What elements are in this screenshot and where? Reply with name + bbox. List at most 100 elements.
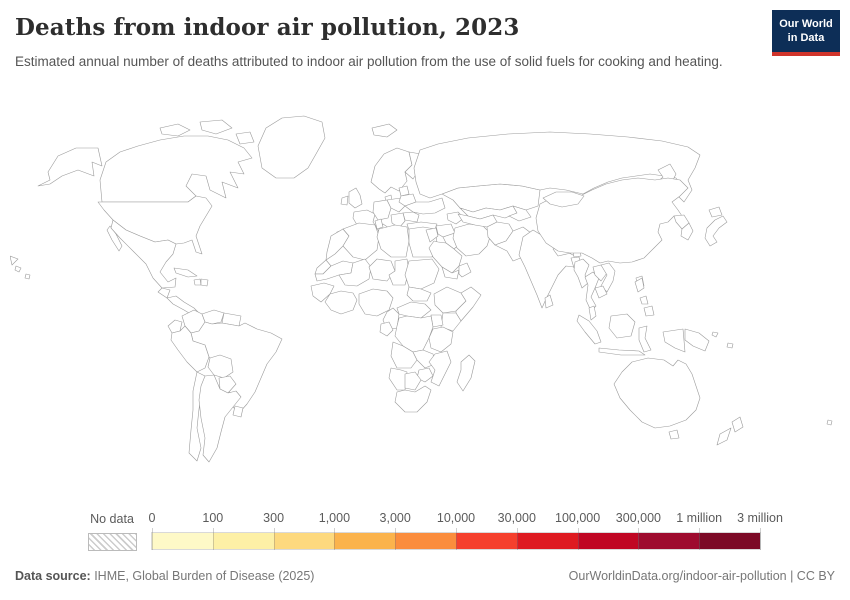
country-mexico[interactable] [110,219,177,289]
legend-tick-label: 1 million [676,511,723,525]
country-canada-arctic2[interactable] [199,119,233,135]
country-russia-chukotka[interactable] [10,255,19,266]
country-dominican-republic[interactable] [200,278,209,287]
country-canada-arctic3[interactable] [235,131,255,145]
country-paraguay[interactable] [218,375,237,394]
country-haiti[interactable] [193,278,202,286]
map-legend: No data 0 100 300 1,000 3,000 10,000 30,000 100… [0,506,850,554]
country-canada-arctic1[interactable] [159,123,191,137]
country-sudan[interactable] [404,258,440,290]
country-canada[interactable] [99,135,253,203]
country-mongolia[interactable] [542,191,585,208]
legend-bin[interactable] [212,533,274,549]
country-china[interactable] [535,177,689,264]
country-mozambique[interactable] [428,350,452,387]
country-solomon-islands[interactable] [726,342,734,349]
legend-bin[interactable] [455,533,517,549]
country-south-africa[interactable] [394,385,432,413]
country-philippines-luzon[interactable] [634,277,645,293]
country-oman[interactable] [458,262,472,278]
country-tanzania[interactable] [428,326,454,353]
country-namibia[interactable] [388,367,408,391]
country-greenland[interactable] [257,115,326,179]
legend-tick-label: 300,000 [615,511,661,525]
country-madagascar[interactable] [456,354,476,392]
legend-bin[interactable] [395,533,456,549]
country-myanmar[interactable] [573,258,590,289]
legend-bin[interactable] [577,533,639,549]
legend-bin[interactable] [273,533,335,549]
country-australia[interactable] [613,357,701,429]
country-central-african-republic[interactable] [396,301,432,319]
country-romania[interactable] [402,211,420,223]
legend-bin[interactable] [516,533,578,549]
legend-color-bar [151,532,761,550]
country-japan-hokkaido[interactable] [708,206,723,218]
country-hawaii[interactable] [14,265,22,273]
country-chad[interactable] [388,258,410,286]
country-botswana[interactable] [404,371,422,391]
country-png-island[interactable] [711,331,719,338]
footer-link[interactable]: OurWorldinData.org/indoor-air-pollution … [568,569,835,583]
country-sri-lanka[interactable] [544,294,554,309]
country-indonesia-sumatra[interactable] [576,314,602,345]
country-uk[interactable] [348,187,363,209]
country-ivorycoast-ghana[interactable] [324,290,358,315]
country-balkans[interactable] [390,212,406,229]
country-cuba[interactable] [173,267,198,278]
owid-logo[interactable]: Our World in Data [772,10,840,56]
country-argentina[interactable] [198,374,242,463]
legend-bin[interactable] [152,533,213,549]
country-new-zealand-south[interactable] [716,427,732,446]
country-indonesia-java[interactable] [598,347,646,356]
country-vietnam[interactable] [600,262,616,293]
legend-tick-label: 3,000 [379,511,411,525]
country-indonesia-sulawesi[interactable] [638,325,652,353]
country-papua-new-guinea[interactable] [684,328,710,352]
legend-bin[interactable] [334,533,396,549]
legend-tick-label: 0 [148,511,156,525]
country-gabon[interactable] [379,321,394,337]
country-uruguay[interactable] [232,405,244,418]
country-drc[interactable] [394,315,434,353]
country-australia-tasmania[interactable] [668,429,680,440]
country-alaska[interactable] [37,147,103,187]
country-iceland[interactable] [371,123,398,138]
country-algeria[interactable] [342,222,380,261]
country-kyrgyzstan-tajikistan[interactable] [508,205,532,222]
legend-tick-label: 300 [263,511,285,525]
country-hawaii2[interactable] [24,273,31,280]
country-tunisia[interactable] [374,218,384,230]
country-peru[interactable] [170,325,210,373]
legend-tick-label: 100 [202,511,224,525]
country-baltics[interactable] [398,185,410,197]
country-japan[interactable] [704,215,728,247]
country-south-korea[interactable] [680,222,694,241]
country-malaysia[interactable] [588,305,597,321]
legend-no-data-swatch[interactable] [88,533,137,551]
country-nigeria[interactable] [358,288,394,317]
legend-tick-label: 100,000 [555,511,601,525]
country-libya[interactable] [376,224,410,258]
country-iran[interactable] [452,223,492,257]
country-guatemala[interactable] [157,287,171,299]
country-angola[interactable] [390,341,418,369]
legend-bin[interactable] [638,533,700,549]
country-levant[interactable] [425,227,439,243]
country-new-zealand-north[interactable] [731,416,744,433]
owid-logo-line1: Our World [779,18,833,30]
country-bolivia[interactable] [207,354,234,379]
country-indonesia-borneo[interactable] [608,313,636,339]
country-fiji[interactable] [826,419,833,426]
country-indonesia-west-new-guinea[interactable] [662,328,686,353]
country-ecuador[interactable] [167,319,183,334]
owid-logo-line2: in Data [787,32,825,45]
country-philippines-visayas[interactable] [639,295,649,305]
country-ireland[interactable] [340,195,349,206]
legend-bin[interactable] [699,533,760,549]
country-yemen[interactable] [441,266,460,280]
country-ukraine[interactable] [404,197,446,215]
country-south-sudan[interactable] [406,286,432,302]
country-cambodia[interactable] [594,285,608,299]
country-philippines-mindanao[interactable] [643,305,655,317]
